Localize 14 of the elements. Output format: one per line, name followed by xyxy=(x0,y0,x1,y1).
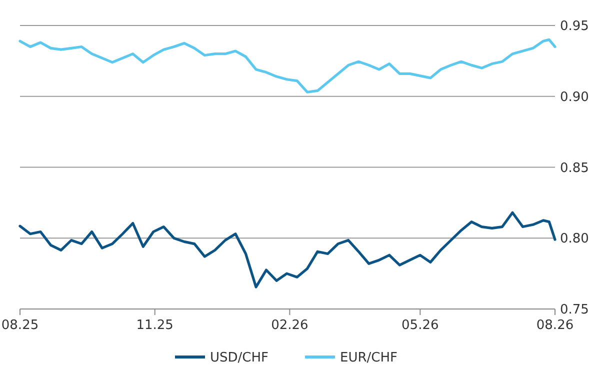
x-tick-label: 05.26 xyxy=(402,318,439,333)
x-tick-label: 08.26 xyxy=(536,318,574,333)
x-tick-label: 11.25 xyxy=(136,318,174,333)
y-tick-label: 0.85 xyxy=(560,160,589,176)
x-tick-label: 08.25 xyxy=(1,318,39,333)
line-series xyxy=(18,38,556,94)
legend-label: EUR/CHF xyxy=(340,350,398,366)
y-tick-label: 0.75 xyxy=(560,302,589,318)
y-tick-label: 0.95 xyxy=(560,19,589,34)
line-series xyxy=(18,211,556,288)
y-tick-label: 0.80 xyxy=(560,232,589,247)
x-tick-label: 02.26 xyxy=(271,318,308,333)
y-tick-label: 0.90 xyxy=(560,90,589,105)
legend-label: USD/CHF xyxy=(210,350,268,366)
